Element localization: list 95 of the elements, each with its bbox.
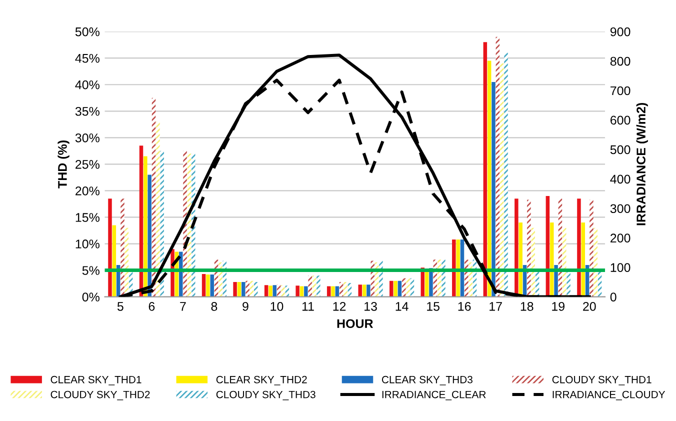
y-tick-label: 40%: [75, 80, 100, 90]
bar: [233, 282, 237, 297]
bar: [120, 198, 124, 297]
y-tick-label: 25%: [76, 160, 100, 169]
bar: [242, 282, 246, 297]
bar: [144, 156, 148, 297]
bar: [344, 282, 348, 297]
x-tick-label: 14: [396, 302, 408, 311]
bar: [496, 36, 500, 297]
x-tick-label: 12: [333, 302, 346, 311]
y2-tick-label: 800: [610, 56, 630, 66]
x-tick-label: 19: [552, 302, 564, 311]
y-tick-label: 10%: [76, 240, 100, 248]
bar: [527, 200, 531, 297]
y-tick-label: 50%: [75, 27, 100, 36]
bar: [218, 262, 222, 297]
y2-tick-label: 0: [610, 292, 616, 302]
x-tick-label: 7: [180, 302, 186, 311]
x-tick-label: 10: [270, 302, 284, 311]
legend-label: CLOUDY SKY_THD1: [552, 376, 652, 386]
bar: [281, 285, 285, 297]
bar: [410, 278, 414, 297]
y2-tick-label: 400: [610, 174, 630, 184]
y2-tick-label: 300: [610, 204, 630, 214]
bar: [331, 286, 335, 297]
x-tick-label: 8: [211, 302, 218, 311]
bar: [464, 260, 468, 297]
x-axis-title: HOUR: [337, 319, 374, 328]
y-tick-label: 5%: [82, 266, 100, 275]
bar: [504, 52, 508, 297]
y-tick-label: 20%: [76, 186, 100, 196]
bar: [206, 274, 210, 297]
bar: [468, 262, 472, 297]
bar: [402, 278, 406, 297]
bar: [531, 228, 535, 297]
y2-tick-label: 100: [610, 263, 630, 272]
bar: [452, 240, 456, 297]
bar: [202, 274, 206, 297]
bar: [296, 286, 300, 297]
bar: [590, 200, 594, 297]
y-tick-label: 0%: [82, 292, 100, 302]
bar: [500, 63, 504, 297]
y-tick-label: 15%: [76, 213, 100, 222]
y-tick-label: 45%: [75, 54, 100, 63]
bar: [577, 198, 581, 297]
bar: [160, 150, 164, 297]
y-tick-label: 30%: [75, 133, 100, 142]
bar: [492, 82, 496, 297]
bar: [304, 286, 308, 297]
bar: [456, 240, 460, 297]
x-tick-label: 9: [242, 302, 248, 311]
bar: [483, 42, 488, 297]
x-tick-label: 6: [148, 302, 155, 311]
bar: [394, 280, 398, 297]
x-tick-label: 11: [302, 302, 314, 311]
x-tick-label: 17: [490, 302, 502, 311]
x-tick-label: 16: [458, 302, 471, 311]
bar: [254, 282, 258, 297]
y2-tick-label: 600: [610, 116, 630, 125]
y-tick-label: 35%: [75, 106, 100, 116]
y2-tick-label: 700: [610, 86, 630, 96]
legend-label: CLEAR SKY_THD1: [50, 376, 142, 386]
y2-tick-label: 500: [610, 145, 630, 154]
x-tick-label: 15: [427, 302, 440, 311]
y2-tick-label: 200: [610, 234, 630, 243]
x-tick-label: 18: [520, 302, 534, 311]
bar: [370, 260, 374, 297]
bar: [562, 228, 566, 297]
y2-tick-label: 900: [610, 27, 630, 36]
bar: [379, 260, 383, 297]
x-tick-label: 5: [117, 302, 124, 311]
bar: [210, 274, 214, 297]
bar: [316, 276, 320, 297]
y-axis-title: THD (%): [58, 140, 70, 188]
legend-label: CLEAR SKY_THD3: [382, 376, 472, 386]
bar: [406, 278, 410, 297]
bar: [108, 198, 112, 297]
legend-label: IRRADIANCE_CLOUDY: [552, 390, 666, 400]
bar: [246, 280, 250, 297]
legend-label: IRRADIANCE_CLEAR: [382, 390, 486, 400]
y2-axis-title: IRRADIANCE (W/m2): [636, 103, 648, 226]
bar: [442, 260, 446, 297]
bar: [390, 280, 394, 297]
bar: [358, 284, 362, 297]
bar: [148, 174, 152, 297]
bar: [308, 276, 312, 297]
legend-label: CLOUDY SKY_THD3: [216, 390, 316, 400]
x-tick-label: 13: [364, 302, 377, 311]
bar: [156, 122, 160, 297]
bar: [366, 284, 370, 297]
bar: [312, 276, 316, 297]
x-tick-label: 20: [583, 302, 596, 311]
legend-label: CLOUDY SKY_THD2: [50, 390, 150, 400]
legend-label: CLEAR SKY_THD2: [216, 376, 307, 386]
bar: [268, 286, 272, 297]
